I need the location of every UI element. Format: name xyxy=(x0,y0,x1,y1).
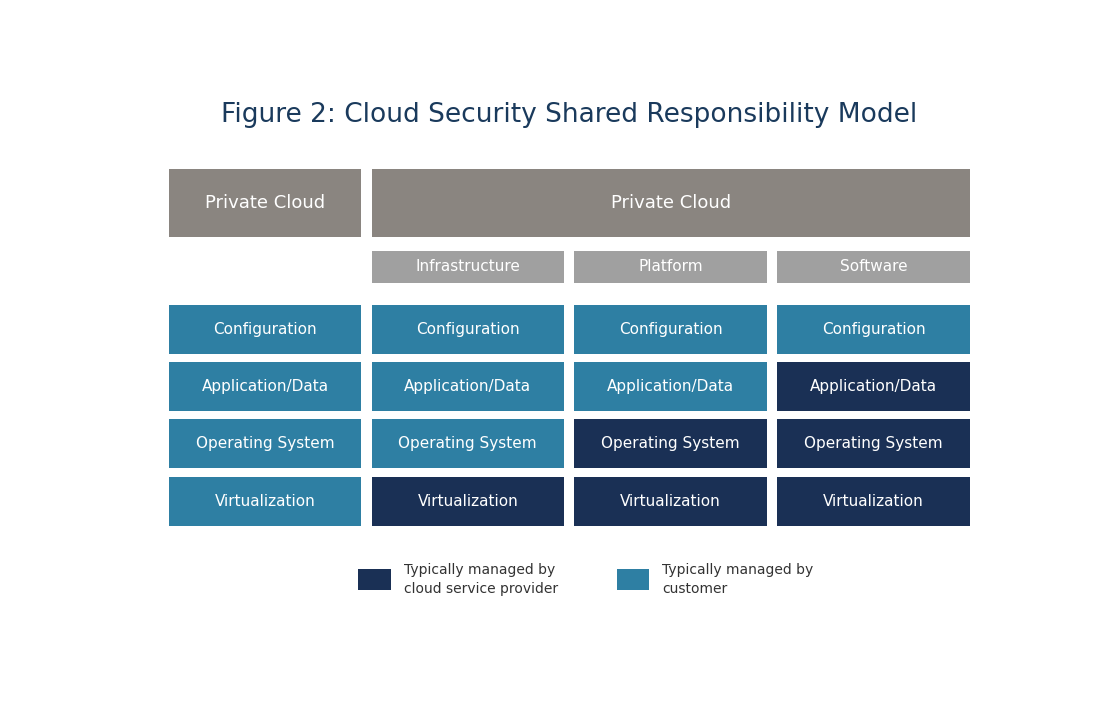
Text: Operating System: Operating System xyxy=(196,436,334,451)
FancyBboxPatch shape xyxy=(617,569,650,590)
FancyBboxPatch shape xyxy=(169,477,361,526)
Text: Virtualization: Virtualization xyxy=(620,494,721,509)
Text: Software: Software xyxy=(840,259,908,275)
Text: Operating System: Operating System xyxy=(804,436,943,451)
FancyBboxPatch shape xyxy=(371,305,564,354)
Text: Typically managed by
customer: Typically managed by customer xyxy=(662,563,813,596)
FancyBboxPatch shape xyxy=(371,251,564,283)
FancyBboxPatch shape xyxy=(778,362,970,411)
FancyBboxPatch shape xyxy=(371,362,564,411)
Text: Application/Data: Application/Data xyxy=(607,379,734,394)
Text: Private Cloud: Private Cloud xyxy=(611,194,731,212)
Text: Configuration: Configuration xyxy=(619,322,722,337)
Text: Configuration: Configuration xyxy=(822,322,925,337)
FancyBboxPatch shape xyxy=(574,477,767,526)
FancyBboxPatch shape xyxy=(169,362,361,411)
FancyBboxPatch shape xyxy=(371,169,970,237)
FancyBboxPatch shape xyxy=(574,362,767,411)
FancyBboxPatch shape xyxy=(169,169,361,237)
FancyBboxPatch shape xyxy=(169,419,361,468)
Text: Virtualization: Virtualization xyxy=(823,494,924,509)
Text: Private Cloud: Private Cloud xyxy=(206,194,326,212)
Text: Application/Data: Application/Data xyxy=(810,379,937,394)
Text: Virtualization: Virtualization xyxy=(214,494,316,509)
Text: Configuration: Configuration xyxy=(416,322,520,337)
Text: Application/Data: Application/Data xyxy=(201,379,329,394)
FancyBboxPatch shape xyxy=(574,251,767,283)
FancyBboxPatch shape xyxy=(778,419,970,468)
Text: Configuration: Configuration xyxy=(213,322,317,337)
FancyBboxPatch shape xyxy=(574,305,767,354)
Text: Operating System: Operating System xyxy=(601,436,740,451)
Text: Operating System: Operating System xyxy=(399,436,537,451)
FancyBboxPatch shape xyxy=(778,477,970,526)
Text: Figure 2: Cloud Security Shared Responsibility Model: Figure 2: Cloud Security Shared Responsi… xyxy=(221,102,918,128)
Text: Infrastructure: Infrastructure xyxy=(416,259,520,275)
Text: Application/Data: Application/Data xyxy=(404,379,531,394)
FancyBboxPatch shape xyxy=(778,305,970,354)
FancyBboxPatch shape xyxy=(574,419,767,468)
Text: Platform: Platform xyxy=(639,259,703,275)
FancyBboxPatch shape xyxy=(359,569,391,590)
Text: Typically managed by
cloud service provider: Typically managed by cloud service provi… xyxy=(404,563,558,596)
FancyBboxPatch shape xyxy=(169,305,361,354)
FancyBboxPatch shape xyxy=(371,419,564,468)
Text: Virtualization: Virtualization xyxy=(418,494,518,509)
FancyBboxPatch shape xyxy=(778,251,970,283)
FancyBboxPatch shape xyxy=(371,477,564,526)
